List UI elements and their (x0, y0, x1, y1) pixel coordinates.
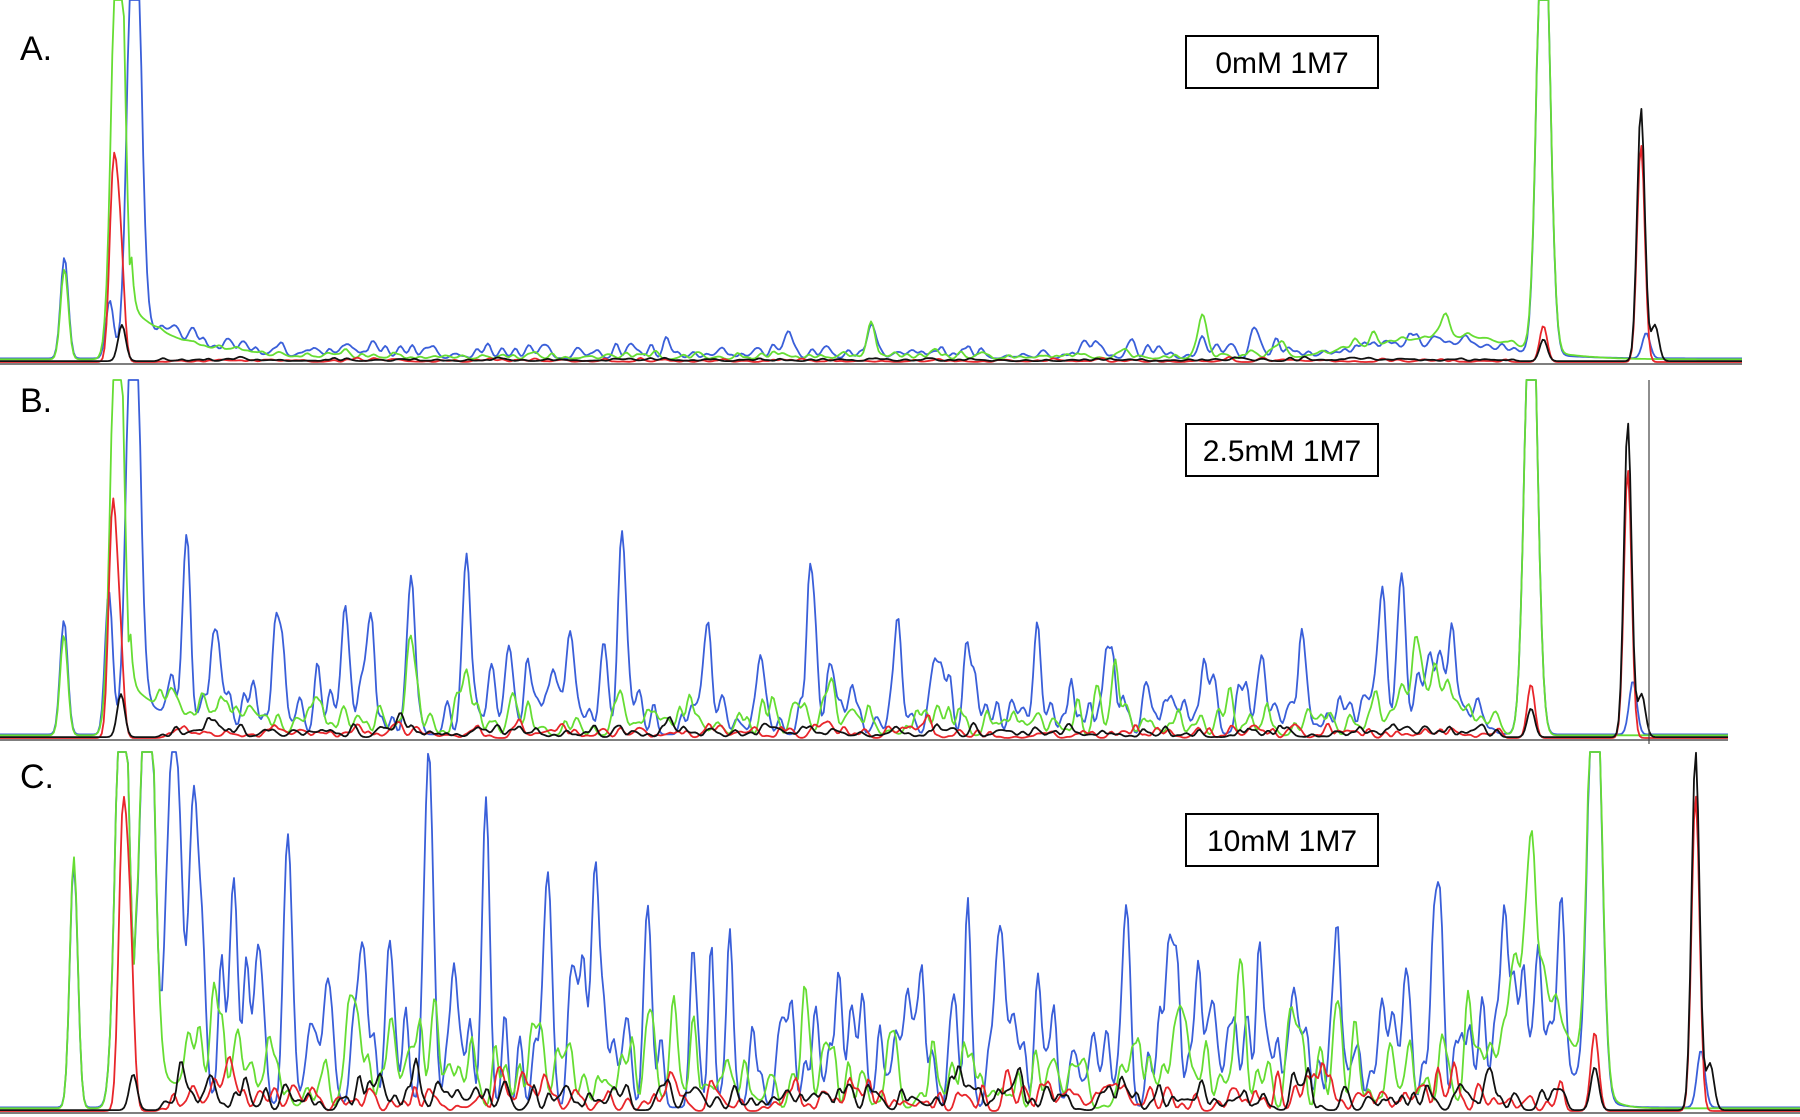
panel-a-condition-box (1185, 35, 1379, 89)
panel-c: C. 10mM 1M7 (0, 751, 1800, 1114)
trace-black-panel-3 (0, 751, 1800, 1111)
trace-green-panel-1 (0, 0, 1742, 361)
trace-green-panel-2 (0, 379, 1728, 737)
trace-blue-panel-2 (0, 379, 1728, 736)
panel-c-label: C. (20, 758, 54, 796)
panel-a: A. 0mM 1M7 (0, 0, 1742, 365)
trace-black-panel-1 (0, 108, 1742, 363)
trace-green-panel-3 (0, 751, 1800, 1110)
panel-b-label: B. (20, 382, 52, 420)
panel-a-label: A. (20, 30, 52, 68)
panel-a-condition-label: 0mM 1M7 (1215, 47, 1348, 80)
trace-blue-panel-3 (0, 751, 1800, 1109)
trace-red-panel-2 (0, 469, 1728, 739)
panel-b-condition-box (1185, 423, 1379, 477)
trace-red-panel-3 (0, 795, 1800, 1112)
panel-c-condition-box (1185, 813, 1379, 867)
panel-b-condition-label: 2.5mM 1M7 (1203, 435, 1361, 468)
trace-red-panel-1 (0, 144, 1742, 363)
panel-b-traces (0, 379, 1728, 739)
panel-b: B. 2.5mM 1M7 (0, 379, 1728, 744)
panel-a-traces (0, 0, 1742, 363)
trace-black-panel-2 (0, 422, 1728, 738)
trace-blue-panel-1 (0, 0, 1742, 360)
panel-c-condition-label: 10mM 1M7 (1207, 825, 1357, 858)
panel-c-traces (0, 751, 1800, 1112)
